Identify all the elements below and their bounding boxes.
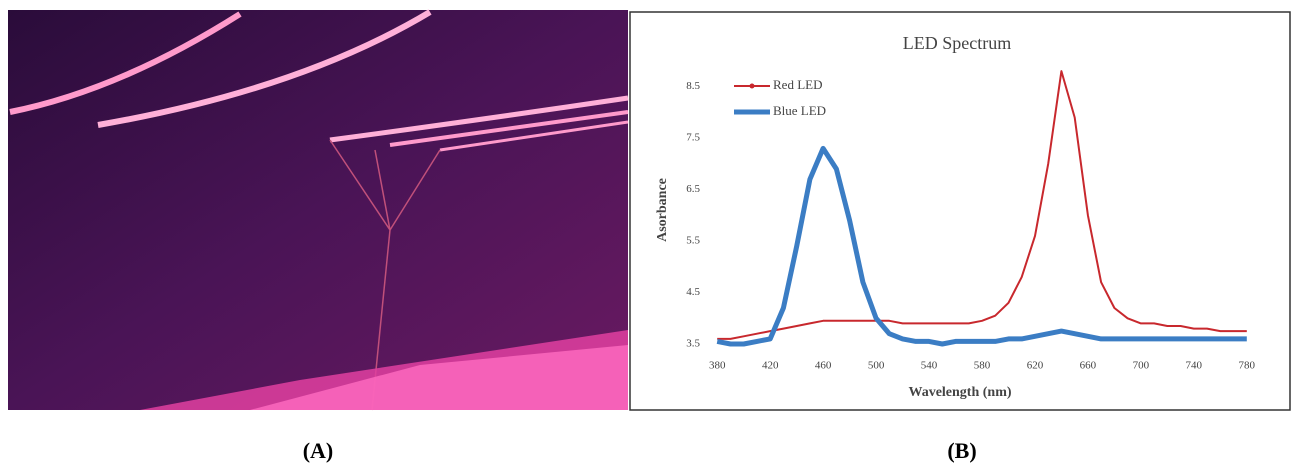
- y-tick-label: 5.5: [686, 235, 700, 247]
- x-tick-label: 660: [1080, 360, 1097, 372]
- legend-label: Blue LED: [773, 103, 826, 118]
- x-tick-label: 380: [709, 360, 726, 372]
- x-tick-label: 420: [762, 360, 779, 372]
- x-axis-title: Wavelength (nm): [908, 385, 1011, 400]
- y-axis-title: Asorbance: [655, 178, 670, 242]
- chart-frame: [630, 12, 1290, 410]
- y-tick-label: 6.5: [686, 183, 700, 195]
- x-tick-label: 740: [1186, 360, 1203, 372]
- x-tick-label: 540: [921, 360, 938, 372]
- y-tick-label: 4.5: [686, 286, 700, 298]
- x-tick-label: 780: [1239, 360, 1256, 372]
- legend-label: Red LED: [773, 77, 822, 92]
- y-tick-label: 3.5: [686, 338, 700, 350]
- panel-label: (A): [303, 438, 334, 463]
- legend-marker: [750, 84, 755, 89]
- figure: LED Spectrum Wavelength (nm) Asorbance 3…: [0, 0, 1294, 469]
- photo: [8, 10, 628, 410]
- panel-label: (B): [947, 438, 976, 463]
- x-tick-label: 700: [1133, 360, 1150, 372]
- y-tick-label: 8.5: [686, 80, 700, 92]
- y-tick-label: 7.5: [686, 132, 700, 144]
- x-tick-label: 620: [1027, 360, 1044, 372]
- legend-marker: [750, 110, 755, 115]
- x-tick-label: 500: [868, 360, 885, 372]
- x-tick-label: 580: [974, 360, 991, 372]
- x-tick-label: 460: [815, 360, 832, 372]
- chart-title: LED Spectrum: [903, 33, 1011, 53]
